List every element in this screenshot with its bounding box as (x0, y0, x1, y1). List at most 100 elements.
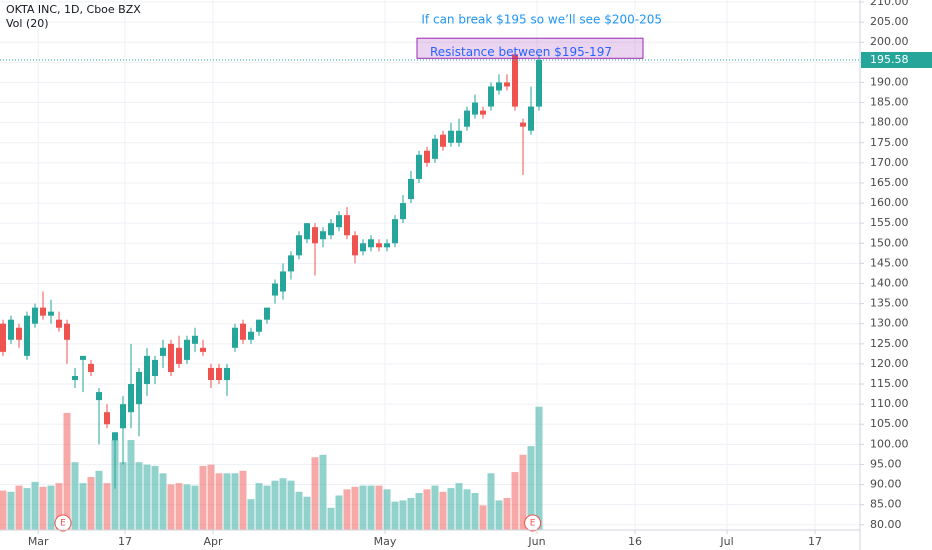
last-price-label: 195.58 (870, 53, 909, 66)
volume-bar (0, 490, 7, 530)
candle-body (200, 347, 206, 352)
volume-bar (439, 491, 447, 530)
candle-body (24, 315, 30, 356)
candle-body (312, 227, 318, 244)
y-tick-label: 80.00 (870, 518, 902, 531)
x-tick-label: 16 (628, 535, 642, 548)
volume-bar (519, 454, 527, 530)
y-tick-label: 210.00 (870, 0, 909, 8)
candle-body (64, 323, 70, 340)
volume-bar (23, 488, 31, 530)
volume-bar (239, 470, 247, 530)
candle-body (336, 215, 342, 228)
candle-body (488, 86, 494, 107)
candle-body (224, 367, 230, 381)
price-pane (0, 50, 542, 489)
volume-bar (223, 473, 231, 530)
volume-bar (303, 496, 311, 530)
candle-body (192, 335, 198, 344)
volume-bar (95, 470, 103, 530)
candle-body (152, 359, 158, 376)
candle-body (456, 130, 462, 143)
volume-bar (207, 464, 215, 530)
volume-bar (271, 480, 279, 530)
candle-body (536, 59, 542, 107)
volume-bar (47, 485, 55, 530)
volume-pane (0, 406, 543, 530)
candle-body (176, 347, 182, 364)
chart-title: OKTA INC, 1D, Cboe BZX (6, 3, 141, 16)
volume-bar (399, 500, 407, 530)
volume-bar (135, 462, 143, 530)
candle-body (368, 239, 374, 248)
volume-bar (175, 483, 183, 530)
volume-bar (7, 491, 15, 530)
x-tick-label: Apr (203, 535, 223, 548)
volume-bar (383, 489, 391, 530)
volume-bar (255, 483, 263, 530)
volume-bar (535, 406, 543, 530)
candle-body (232, 327, 238, 348)
resistance-zone (416, 37, 644, 59)
candle-body (248, 331, 254, 340)
volume-bar (263, 485, 271, 530)
candle-body (296, 235, 302, 256)
volume-bar (367, 485, 375, 530)
earnings-marker (524, 514, 542, 532)
volume-bar (247, 499, 255, 530)
y-tick-label: 200.00 (870, 35, 909, 48)
candle-body (264, 307, 270, 320)
volume-bar (15, 485, 23, 530)
volume-bar (463, 489, 471, 530)
candle-body (40, 307, 46, 316)
volume-bar (351, 486, 359, 530)
y-tick-label: 165.00 (870, 176, 909, 189)
volume-bar (455, 483, 463, 530)
candle-body (440, 134, 446, 147)
candle-body (16, 327, 22, 340)
volume-bar (127, 439, 135, 530)
y-tick-label: 160.00 (870, 196, 909, 209)
y-tick-label: 155.00 (870, 216, 909, 229)
volume-bar (159, 473, 167, 530)
y-tick-label: 145.00 (870, 256, 909, 269)
volume-bar (287, 480, 295, 530)
candle-body (408, 178, 414, 200)
candle-body (272, 283, 278, 296)
volume-bar (31, 481, 39, 530)
last-price-tag (861, 51, 932, 68)
volume-bar (471, 493, 479, 530)
volume-bar (503, 497, 511, 530)
volume-bar (215, 473, 223, 530)
x-tick-label: Jun (527, 535, 545, 548)
candle-body (104, 412, 110, 425)
volume-bar (407, 497, 415, 530)
candle-body (464, 110, 470, 127)
candle-body (520, 122, 526, 127)
y-tick-label: 190.00 (870, 75, 909, 88)
candle-body (160, 347, 166, 356)
volume-bar (295, 491, 303, 530)
y-tick-label: 120.00 (870, 357, 909, 370)
candle-body (184, 339, 190, 360)
y-tick-label: 170.00 (870, 156, 909, 169)
volume-bar (55, 483, 63, 530)
candle-body (352, 235, 358, 256)
candle-body (48, 311, 54, 316)
volume-bar (479, 505, 487, 530)
candle-body (320, 231, 326, 240)
volume-bar (199, 465, 207, 530)
y-tick-label: 185.00 (870, 96, 909, 109)
candle-body (208, 367, 214, 381)
y-tick-label: 100.00 (870, 437, 909, 450)
zone-label: Resistance between $195-197 (430, 45, 612, 59)
overlays: Resistance between $195-197 If can break … (0, 13, 860, 532)
y-tick-label: 115.00 (870, 377, 909, 390)
candle-body (256, 319, 262, 332)
volume-bar (151, 465, 159, 530)
volume-bar (431, 485, 439, 530)
candle-body (400, 203, 406, 220)
candle-body (128, 384, 134, 413)
candle-body (32, 307, 38, 324)
